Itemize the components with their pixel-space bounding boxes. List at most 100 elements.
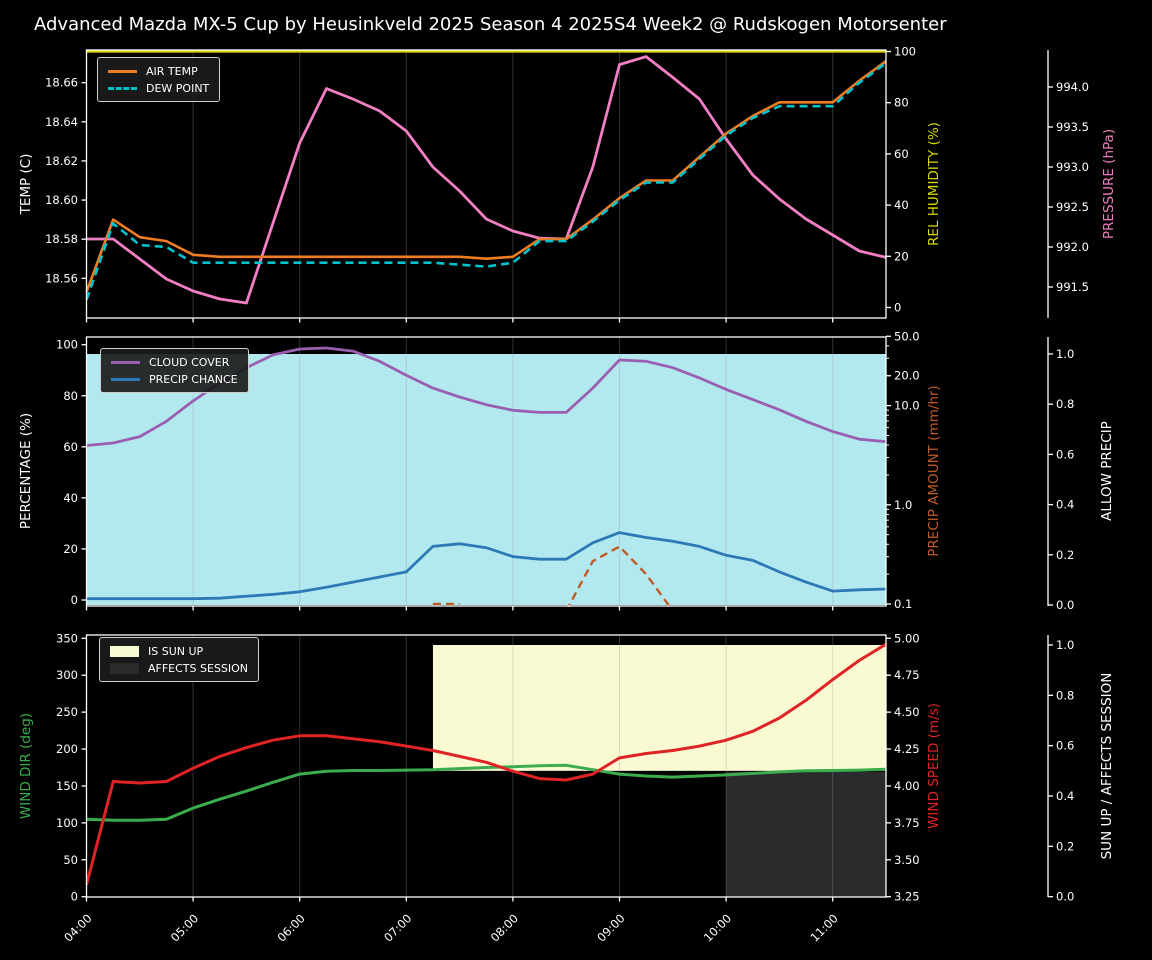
log-minor-ticks xyxy=(886,345,889,575)
page-title: Advanced Mazda MX-5 Cup by Heusinkveld 2… xyxy=(34,14,947,35)
legend-label: CLOUD COVER xyxy=(149,355,230,369)
svg-text:0: 0 xyxy=(71,890,78,904)
dew-point-line-swatch xyxy=(108,86,137,90)
legend-item-cloud-cover: CLOUD COVER xyxy=(111,355,238,369)
legend-label: AIR TEMP xyxy=(146,64,198,78)
svg-text:300: 300 xyxy=(56,668,78,682)
is-sun-up-region xyxy=(432,645,886,771)
svg-text:100: 100 xyxy=(56,816,78,830)
legend-wind-panel: IS SUN UP AFFECTS SESSION xyxy=(99,637,260,682)
series-pressure xyxy=(86,55,887,305)
svg-text:992.0: 992.0 xyxy=(1056,240,1089,254)
axis-label-sun-affects: SUN UP / AFFECTS SESSION xyxy=(1099,672,1115,860)
svg-text:4.50: 4.50 xyxy=(894,705,920,719)
precip-chance-line-swatch xyxy=(111,377,140,381)
svg-text:100: 100 xyxy=(894,45,916,59)
svg-text:10:00: 10:00 xyxy=(701,911,734,944)
svg-text:100: 100 xyxy=(56,338,78,352)
svg-text:0.1: 0.1 xyxy=(894,597,912,611)
svg-text:0.4: 0.4 xyxy=(1056,789,1074,803)
legend-item-affects-session: AFFECTS SESSION xyxy=(110,661,248,675)
svg-text:3.25: 3.25 xyxy=(894,890,920,904)
y-axis-rel-humidity: 0 20 40 60 80 100 xyxy=(886,45,916,315)
legend-item-precip-chance: PRECIP CHANCE xyxy=(111,372,238,386)
affects-session-region xyxy=(726,771,886,897)
svg-text:80: 80 xyxy=(63,389,78,403)
svg-text:0.2: 0.2 xyxy=(1056,839,1074,853)
svg-text:20: 20 xyxy=(63,542,78,556)
svg-text:0: 0 xyxy=(894,301,901,315)
legend-label: DEW POINT xyxy=(146,81,210,95)
axis-label-precip-amount: PRECIP AMOUNT (mm/hr) xyxy=(926,385,942,557)
axis-label-temp: TEMP (C) xyxy=(18,153,34,215)
svg-text:0.0: 0.0 xyxy=(1056,598,1074,612)
axis-label-percentage: PERCENTAGE (%) xyxy=(18,412,34,530)
svg-text:1.0: 1.0 xyxy=(1056,347,1074,361)
svg-text:18.60: 18.60 xyxy=(45,193,78,207)
y-axis-temp: 18.56 18.58 18.60 18.62 18.64 18.66 xyxy=(45,76,87,285)
y-axis-sun-affects: 0.0 0.2 0.4 0.6 0.8 1.0 xyxy=(1048,638,1074,904)
svg-text:50: 50 xyxy=(63,853,78,867)
svg-text:18.62: 18.62 xyxy=(45,154,78,168)
legend-label: PRECIP CHANCE xyxy=(149,372,238,386)
svg-text:250: 250 xyxy=(56,705,78,719)
svg-text:11:00: 11:00 xyxy=(807,911,840,944)
svg-text:18.56: 18.56 xyxy=(45,271,78,285)
legend-label: IS SUN UP xyxy=(148,644,204,658)
axis-label-pressure: PRESSURE (hPa) xyxy=(1101,128,1117,240)
svg-text:60: 60 xyxy=(63,440,78,454)
svg-text:200: 200 xyxy=(56,742,78,756)
svg-text:350: 350 xyxy=(56,631,78,645)
sun-up-fill-swatch xyxy=(110,645,139,657)
legend-item-is-sun-up: IS SUN UP xyxy=(110,644,248,658)
series-wind-speed xyxy=(85,642,887,886)
svg-text:0: 0 xyxy=(71,593,78,607)
series-precip-amount xyxy=(432,545,672,607)
y-axis-precip-amount: 0.1 1.0 10.0 20.0 50.0 xyxy=(886,329,920,611)
svg-text:4.75: 4.75 xyxy=(894,668,920,682)
svg-text:992.5: 992.5 xyxy=(1056,200,1089,214)
y-axis-wind-dir: 0 50 100 150 200 250 300 350 xyxy=(56,631,87,904)
svg-text:40: 40 xyxy=(63,491,78,505)
y-axis-allow-precip: 0.0 0.2 0.4 0.6 0.8 1.0 xyxy=(1048,347,1074,612)
svg-text:18.58: 18.58 xyxy=(45,232,78,246)
svg-text:09:00: 09:00 xyxy=(594,911,627,944)
series-dew-point xyxy=(85,62,887,301)
y-axis-percentage: 0 20 40 60 80 100 xyxy=(56,338,87,607)
svg-text:150: 150 xyxy=(56,779,78,793)
svg-text:3.75: 3.75 xyxy=(894,816,920,830)
cloud-cover-line-swatch xyxy=(111,360,140,364)
series-precip-chance xyxy=(86,531,887,601)
legend-label: AFFECTS SESSION xyxy=(148,661,249,675)
svg-text:1.0: 1.0 xyxy=(894,498,912,512)
y-axis-wind-speed: 3.25 3.50 3.75 4.00 4.25 4.50 4.75 5.00 xyxy=(886,631,920,904)
svg-text:20: 20 xyxy=(894,249,909,263)
svg-text:993.5: 993.5 xyxy=(1056,120,1089,134)
svg-text:4.25: 4.25 xyxy=(894,742,920,756)
svg-text:0.4: 0.4 xyxy=(1056,498,1074,512)
legend-temp-panel: AIR TEMP DEW POINT xyxy=(97,57,221,102)
svg-text:0.8: 0.8 xyxy=(1056,688,1074,702)
svg-text:06:00: 06:00 xyxy=(274,911,307,944)
svg-text:0.8: 0.8 xyxy=(1056,397,1074,411)
svg-text:05:00: 05:00 xyxy=(168,911,201,944)
svg-text:0.6: 0.6 xyxy=(1056,739,1074,753)
svg-text:1.0: 1.0 xyxy=(1056,638,1074,652)
svg-text:40: 40 xyxy=(894,198,909,212)
axis-label-allow-precip: ALLOW PRECIP xyxy=(1099,421,1115,521)
legend-cloud-panel: CLOUD COVER PRECIP CHANCE xyxy=(100,348,249,393)
svg-text:07:00: 07:00 xyxy=(381,911,414,944)
svg-text:08:00: 08:00 xyxy=(488,911,521,944)
axis-label-rel-humidity: REL HUMIDITY (%) xyxy=(926,122,942,246)
legend-item-dew-point: DEW POINT xyxy=(108,81,209,95)
svg-text:994.0: 994.0 xyxy=(1056,80,1089,94)
svg-text:10.0: 10.0 xyxy=(894,399,920,413)
svg-text:0.2: 0.2 xyxy=(1056,548,1074,562)
svg-text:18.66: 18.66 xyxy=(45,76,78,90)
air-temp-line-swatch xyxy=(108,69,137,73)
svg-text:3.50: 3.50 xyxy=(894,853,920,867)
series-air-temp xyxy=(85,60,887,293)
axis-label-wind-dir: WIND DIR (deg) xyxy=(18,712,34,820)
